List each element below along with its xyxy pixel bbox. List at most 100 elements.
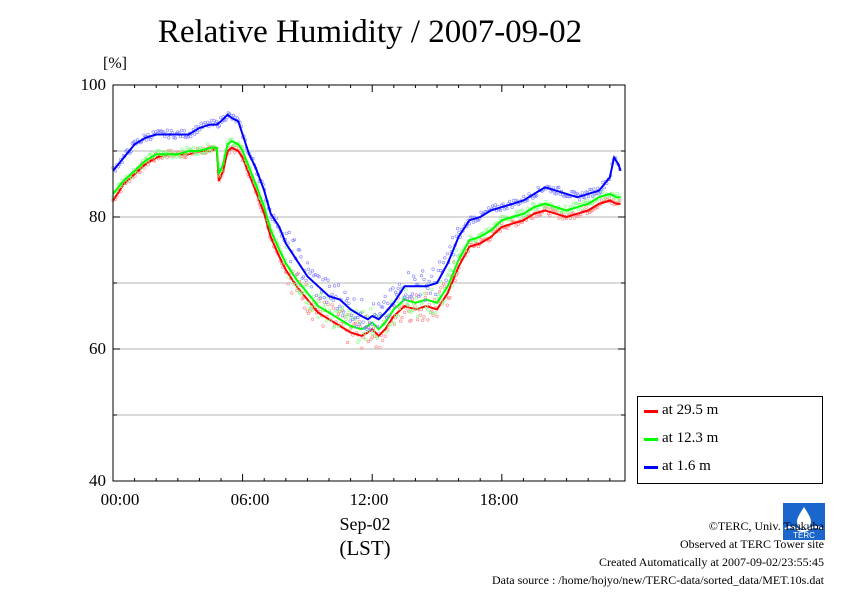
scatter-point — [554, 192, 558, 196]
scatter-point — [333, 284, 337, 288]
scatter-point — [448, 296, 452, 300]
scatter-point — [138, 170, 142, 174]
scatter-point — [469, 215, 473, 219]
scatter-point — [448, 245, 452, 249]
scatter-point — [508, 199, 512, 203]
scatter-point — [397, 307, 402, 311]
scatter-point — [536, 185, 540, 189]
scatter-point — [500, 221, 504, 225]
scatter-point — [428, 310, 433, 315]
scatter-point — [387, 313, 391, 318]
scatter-point — [180, 147, 184, 151]
scatter-point — [185, 146, 189, 150]
scatter-point — [331, 306, 335, 310]
legend-swatch-blue — [644, 466, 658, 469]
scatter-point — [383, 334, 387, 338]
chart-title: Relative Humidity / 2007-09-02 — [157, 14, 583, 50]
scatter-point — [356, 315, 360, 320]
scatter-point — [532, 203, 536, 207]
legend-label: at 1.6 m — [662, 458, 711, 474]
scatter-point — [451, 236, 455, 240]
scatter-point — [149, 138, 153, 142]
scatter-point — [426, 318, 430, 322]
scatter-point — [522, 194, 526, 199]
scatter-point — [441, 299, 446, 303]
scatter-point — [309, 285, 313, 289]
scatter-point — [558, 192, 562, 196]
scatter-point — [180, 128, 184, 132]
x-axis-date-label: Sep-02 — [339, 514, 391, 534]
scatter-point — [303, 291, 307, 295]
scatter-point — [419, 274, 424, 278]
scatter-point — [498, 229, 503, 233]
scatter-point — [193, 132, 197, 136]
scatter-point — [452, 261, 456, 265]
scatter-point — [601, 180, 605, 184]
scatter-point — [356, 340, 360, 344]
scatter-point — [391, 286, 395, 290]
scatter-point — [447, 272, 451, 276]
scatter-point — [352, 297, 356, 301]
scatter-point — [322, 295, 326, 300]
scatter-point — [371, 302, 376, 306]
scatter-point — [388, 323, 392, 327]
scatter-point — [369, 327, 373, 331]
x-tick-label-1200: 12:00 — [349, 490, 389, 509]
scatter-point — [443, 256, 447, 260]
credit-line: Created Automatically at 2007-09-02/23:5… — [599, 555, 824, 569]
scatter-point — [445, 252, 450, 256]
scatter-point — [171, 155, 175, 159]
scatter-point — [531, 196, 535, 200]
scatter-point — [399, 319, 403, 323]
scatter-point — [531, 216, 535, 220]
scatter-point — [585, 211, 589, 216]
scatter-point — [436, 293, 440, 297]
scatter-point — [343, 315, 347, 319]
scatter-point — [435, 314, 439, 319]
scatter-point — [441, 282, 446, 286]
series-at-12-3-m — [111, 137, 622, 344]
scatter-point — [590, 194, 595, 198]
scatter-point — [139, 166, 144, 170]
scatter-point — [321, 324, 325, 328]
scatter-point — [431, 313, 435, 317]
scatter-point — [353, 321, 358, 326]
scatter-point — [537, 213, 542, 217]
scatter-point — [511, 198, 516, 203]
scatter-point — [235, 116, 239, 120]
scatter-point — [422, 277, 426, 282]
scatter-point — [311, 308, 315, 313]
scatter-point — [206, 120, 210, 124]
scatter-point — [548, 213, 552, 217]
scatter-point — [150, 151, 154, 155]
scatter-point — [557, 185, 561, 189]
terc-logo: TERC — [783, 503, 825, 540]
scatter-point — [430, 287, 434, 291]
scatter-point — [158, 149, 162, 153]
scatter-point — [397, 305, 402, 309]
scatter-point — [322, 300, 326, 304]
scatter-point — [330, 303, 334, 307]
series-line — [112, 139, 621, 331]
scatter-point — [493, 227, 497, 231]
scatter-point — [443, 284, 447, 288]
scatter-point — [313, 273, 317, 277]
scatter-point — [195, 130, 199, 134]
scatter-point — [304, 278, 308, 283]
scatter-point — [436, 268, 440, 272]
scatter-point — [386, 301, 390, 306]
scatter-point — [173, 136, 177, 140]
y-axis-unit: [%] — [103, 55, 127, 72]
scatter-point — [361, 309, 365, 314]
scatter-point — [355, 325, 359, 329]
scatter-point — [165, 128, 169, 132]
scatter-point — [516, 222, 521, 226]
scatter-point — [425, 305, 429, 309]
scatter-point — [498, 208, 503, 212]
scatter-point — [146, 160, 150, 164]
scatter-point — [403, 310, 407, 315]
scatter-point — [400, 316, 404, 320]
scatter-point — [445, 303, 450, 307]
scatter-point — [357, 322, 361, 327]
scatter-point — [542, 205, 547, 209]
